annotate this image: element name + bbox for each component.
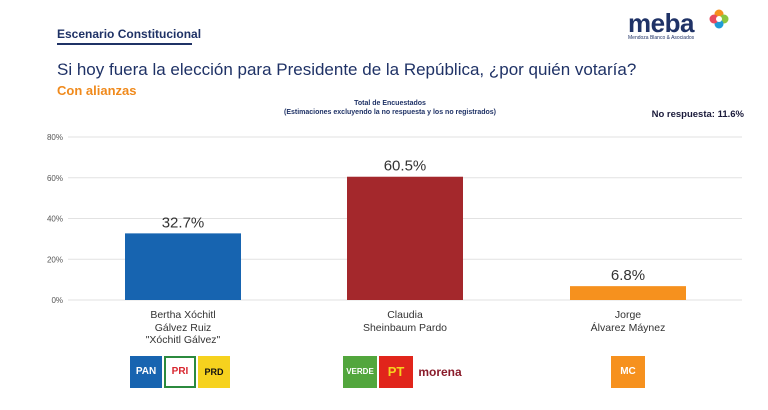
bar xyxy=(347,176,463,300)
no-response-label: No respuesta: 11.6% xyxy=(651,109,744,120)
candidate-name-line: Claudia xyxy=(387,309,423,321)
candidate-name-line: Sheinbaum Pardo xyxy=(362,321,448,334)
candidate-name: Claudia Sheinbaum Pardo xyxy=(325,309,485,334)
party-logo-pan: PAN xyxy=(130,356,162,388)
y-tick-label: 20% xyxy=(47,255,63,264)
party-logo-prd: PRD xyxy=(198,356,230,388)
candidate-name-line: Gálvez Ruiz xyxy=(154,321,212,334)
bar xyxy=(570,286,686,300)
party-logo-pt: PT xyxy=(379,356,413,388)
candidate-name-line: Jorge xyxy=(614,309,642,321)
logo-wordmark: meba xyxy=(628,8,694,38)
party-logo-pri: PRI xyxy=(164,356,196,388)
totals-note: (Estimaciones excluyendo la no respuesta… xyxy=(283,109,496,116)
y-tick-label: 80% xyxy=(47,133,63,142)
bar-value-label: 60.5% xyxy=(384,158,427,175)
party-logo-morena: morena xyxy=(414,356,466,388)
chart-question: Si hoy fuera la elección para Presidente… xyxy=(57,60,637,79)
bar-value-label: 6.8% xyxy=(611,267,645,284)
logo-flower-icon xyxy=(709,9,729,29)
bar xyxy=(125,233,241,300)
totals-caption: Total de Encuestados (Estimaciones exclu… xyxy=(240,99,540,117)
candidate-name: Bertha Xóchitl Gálvez Ruiz "Xóchitl Gálvez… xyxy=(103,309,263,347)
y-tick-label: 60% xyxy=(47,174,63,183)
y-tick-label: 40% xyxy=(47,215,63,224)
logo-tagline: Mendoza Blanco & Asociados xyxy=(628,35,695,41)
scenario-label: Escenario Constitucional xyxy=(57,27,202,41)
totals-title: Total de Encuestados xyxy=(354,100,426,107)
chart-subtitle: Con alianzas xyxy=(57,83,137,98)
candidate-name-line: Bertha Xóchitl xyxy=(150,309,216,321)
party-logo-verde: VERDE xyxy=(343,356,377,388)
candidate-name: Jorge Álvarez Máynez xyxy=(548,309,708,334)
scenario-underline xyxy=(57,43,192,45)
bar-value-label: 32.7% xyxy=(162,214,205,231)
candidate-name-line: Álvarez Máynez xyxy=(590,321,666,334)
meba-logo: meba Mendoza Blanco & Asociados xyxy=(628,8,738,42)
party-logo-mc: MC xyxy=(611,356,645,388)
y-tick-label: 0% xyxy=(51,296,63,305)
candidate-name-line: "Xóchitl Gálvez" xyxy=(145,334,221,346)
